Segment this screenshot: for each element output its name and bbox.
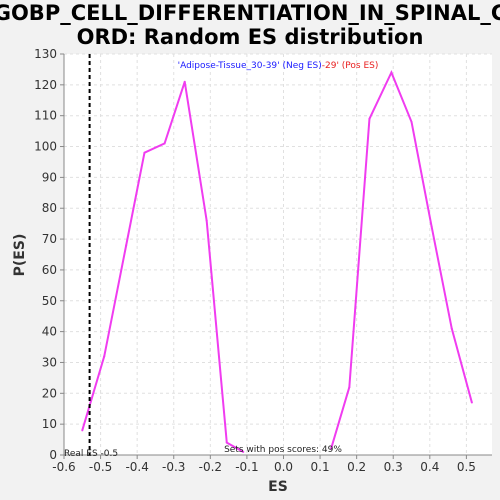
x-tick-label: 0.1: [311, 460, 330, 474]
data-point: [390, 71, 393, 74]
y-tick-label: 110: [34, 109, 57, 123]
axes: [63, 54, 492, 456]
chart-title-line-2: ORD: Random ES distribution: [76, 25, 424, 49]
y-tick-label: 30: [42, 355, 57, 369]
data-point: [470, 401, 473, 404]
y-tick-label: 100: [34, 140, 57, 154]
y-tick-label: 120: [34, 78, 57, 92]
pos-scores-label: Sets with pos scores: 49%: [224, 445, 342, 455]
chart-title-line-1: GOBP_CELL_DIFFERENTIATION_IN_SPINAL_C: [0, 1, 500, 25]
data-point: [430, 225, 433, 228]
legend: 'Adipose-Tissue_30-39' (Neg ES)-29' (Pos…: [178, 61, 379, 71]
y-tick-label: 20: [42, 386, 57, 400]
x-tick-label: -0.6: [52, 460, 75, 474]
data-point: [143, 151, 146, 154]
legend-neg-es: 'Adipose-Tissue_30-39' (Neg ES): [178, 61, 322, 71]
x-tick-label: 0.0: [274, 460, 293, 474]
data-point: [103, 355, 106, 358]
grid: [63, 53, 492, 456]
data-point: [410, 120, 413, 123]
y-tick-label: 40: [42, 325, 57, 339]
y-axis-label: P(ES): [12, 234, 28, 277]
data-point: [242, 450, 245, 453]
plot-area: [64, 54, 492, 455]
y-tick-label: 70: [42, 232, 57, 246]
data-point: [205, 219, 208, 222]
x-tick-label: 0.5: [457, 460, 476, 474]
data-point: [163, 142, 166, 145]
y-tick-label: 90: [42, 170, 57, 184]
data-point: [348, 386, 351, 389]
x-tick-label: -0.2: [199, 460, 222, 474]
data-point: [183, 80, 186, 83]
data-point: [125, 244, 128, 247]
y-tick-label: 50: [42, 294, 57, 308]
x-tick-label: -0.3: [162, 460, 185, 474]
axis-ticks: -0.6 -0.5 -0.4 -0.3 -0.2 -0.1 0.0 0.1 0.2 0.3 0.4 0…: [34, 47, 476, 474]
y-tick-label: 0: [49, 448, 57, 462]
y-tick-label: 10: [42, 417, 57, 431]
x-tick-label: -0.5: [89, 460, 112, 474]
series-line-pos: [330, 70, 473, 450]
real-es-label: Real ES -0.5: [64, 449, 118, 459]
x-tick-label: -0.4: [125, 460, 148, 474]
y-tick-label: 60: [42, 263, 57, 277]
data-point: [368, 117, 371, 120]
y-tick-label: 130: [34, 47, 57, 61]
data-point: [225, 441, 228, 444]
x-tick-label: 0.3: [384, 460, 403, 474]
x-tick-label: -0.1: [235, 460, 258, 474]
legend-pos-es: -29' (Pos ES): [322, 61, 379, 71]
data-point: [81, 429, 84, 432]
x-tick-label: 0.4: [420, 460, 439, 474]
x-axis-label: ES: [268, 479, 288, 495]
series-group: [81, 70, 473, 453]
data-point: [450, 327, 453, 330]
data-point: [330, 447, 333, 450]
y-tick-label: 80: [42, 201, 57, 215]
x-tick-label: 0.2: [347, 460, 366, 474]
